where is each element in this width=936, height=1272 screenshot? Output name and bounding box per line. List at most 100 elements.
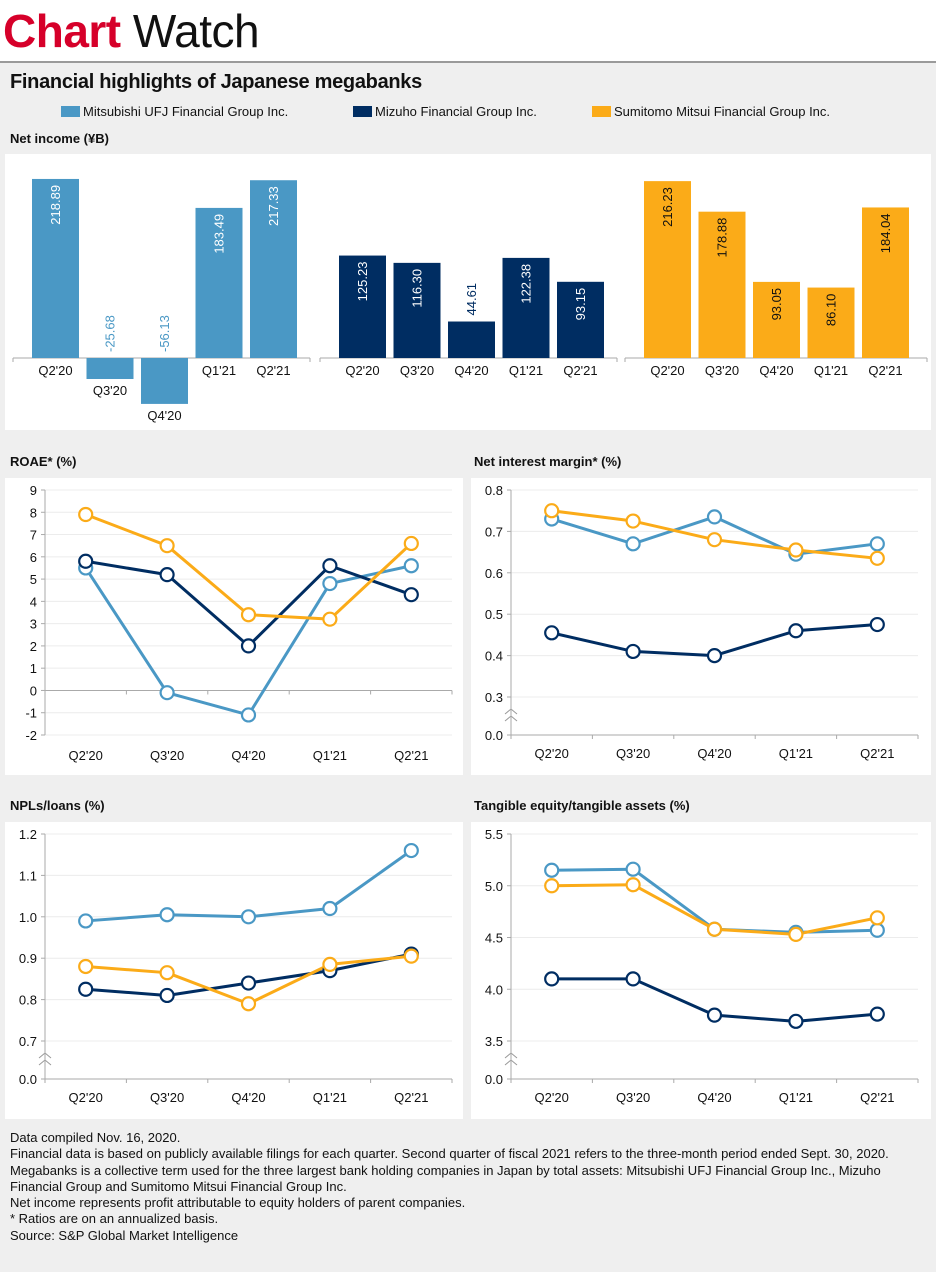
point-mufg — [159, 685, 175, 701]
nim-panel: 0.0 0.3 0.4 0.5 0.6 0.7 0.8 Q2'20 Q3'20 Q4'20 Q1'2… — [471, 478, 931, 775]
point-mufg — [403, 558, 419, 574]
y-tick-label: 5.5 — [485, 827, 503, 842]
y-tick-label: 4.5 — [485, 931, 503, 946]
point-smfg — [544, 503, 560, 519]
series-line-mizuho — [85, 559, 412, 648]
npl-panel: 0.0 0.7 0.8 0.9 1.0 1.1 1.2 Q2'20 Q3'20 Q4'20 Q1'2… — [5, 822, 463, 1119]
point-smfg — [706, 532, 723, 548]
series-line-smfg — [85, 513, 413, 621]
bar-category-label: Q2'21 — [868, 363, 902, 378]
y-tick-label: 2 — [30, 639, 37, 654]
x-tick-label: Q2'20 — [69, 748, 103, 763]
legend-label-mufg: Mitsubishi UFJ Financial Group Inc. — [83, 104, 289, 119]
bar-value-label: 183.49 — [212, 214, 227, 254]
x-tick-label: Q3'20 — [616, 1090, 650, 1105]
bar-category-label: Q3'20 — [93, 383, 127, 398]
bar-mizuho-3 — [502, 257, 550, 358]
y-tick-label: 3 — [30, 617, 37, 632]
point-mufg — [159, 907, 175, 923]
bar-smfg-1 — [698, 211, 746, 358]
tce-chart: 0.0 3.5 4.0 4.5 5.0 5.5 Q2'20 Q3'20 Q4'20 Q1'21 Q2… — [485, 827, 919, 1105]
note-source: Source: S&P Global Market Intelligence — [10, 1227, 239, 1243]
y-tick-label: 7 — [30, 528, 37, 543]
x-tick-label: Q3'20 — [616, 746, 650, 761]
point-smfg — [869, 910, 885, 926]
y-tick-label: 6 — [30, 550, 37, 565]
bar-value-label: 44.61 — [464, 283, 479, 316]
bar-category-label: Q1'21 — [509, 363, 543, 378]
bar-value-label: 116.30 — [410, 269, 425, 308]
bar-mufg-0 — [32, 178, 79, 358]
x-tick-label: Q1'21 — [779, 746, 813, 761]
bar-smfg-2 — [753, 281, 800, 358]
y-tick-label: 4 — [30, 594, 37, 609]
bar-category-label: Q2'20 — [650, 363, 684, 378]
note-annualized: * Ratios are on an annualized basis. — [10, 1211, 219, 1227]
y-tick-label: 0.6 — [485, 566, 503, 581]
y-tick-label: 1.2 — [19, 827, 37, 842]
point-mizuho — [706, 1007, 723, 1023]
legend-label-smfg: Sumitomo Mitsui Financial Group Inc. — [614, 104, 831, 119]
point-mufg — [869, 922, 885, 938]
point-smfg — [159, 965, 175, 981]
note-compiled: Data compiled Nov. 16, 2020. — [10, 1130, 181, 1145]
bar-category-label: Q2'20 — [38, 363, 72, 378]
legend-swatch-mufg — [61, 106, 80, 117]
point-smfg — [625, 513, 641, 529]
page-title: Financial highlights of Japanese megaban… — [10, 71, 422, 93]
point-mufg — [869, 536, 885, 552]
point-smfg — [159, 538, 175, 554]
y-tick-label: 0.8 — [485, 483, 503, 498]
npl-title: NPLs/loans (%) — [10, 798, 105, 813]
point-smfg — [78, 506, 94, 523]
point-smfg — [240, 996, 257, 1012]
bar-value-label: 178.88 — [715, 218, 730, 258]
point-mufg — [403, 842, 419, 859]
roae-chart: -2 -1 0 1 2 3 4 5 6 7 8 9 Q2'20 Q3'20 Q4'20 Q1'21 Q2'21 — [25, 483, 453, 763]
point-mufg — [706, 509, 723, 525]
bar-mizuho-2 — [448, 321, 495, 358]
y-tick-label: 0.0 — [485, 1072, 503, 1087]
legend-label-mizuho: Mizuho Financial Group Inc. — [375, 104, 537, 119]
point-smfg — [240, 607, 257, 623]
y-tick-label: -2 — [25, 728, 37, 743]
net-income-chart: 218.89 Q2'20 -25.68 Q3'20 -56.13 Q4'20 183.49 Q… — [12, 178, 928, 423]
point-mizuho — [788, 623, 804, 639]
y-tick-label: 1.1 — [19, 868, 37, 883]
bar-mizuho-0 — [339, 255, 386, 358]
bar-smfg-0 — [644, 181, 691, 358]
bar-category-label: Q4'20 — [147, 408, 181, 423]
point-mufg — [544, 862, 560, 878]
y-tick-label: 0.4 — [485, 649, 503, 664]
point-smfg — [544, 878, 560, 894]
bar-mufg-2 — [141, 358, 188, 404]
bar-category-label: Q1'21 — [814, 363, 848, 378]
bar-mufg-3 — [195, 207, 243, 358]
y-tick-label: 1 — [30, 661, 37, 676]
bar-value-label: -25.68 — [103, 315, 118, 352]
x-tick-label: Q2'20 — [69, 1090, 103, 1105]
x-tick-label: Q3'20 — [150, 1090, 184, 1105]
bar-value-label: 93.05 — [769, 288, 784, 321]
brand-watch: Watch — [132, 5, 260, 57]
point-mizuho — [403, 587, 419, 603]
x-tick-label: Q2'21 — [860, 1090, 894, 1105]
bar-category-label: Q1'21 — [202, 363, 236, 378]
bar-category-label: Q2'21 — [563, 363, 597, 378]
point-mizuho — [788, 1013, 804, 1029]
legend-item-smfg: Sumitomo Mitsui Financial Group Inc. — [592, 104, 830, 119]
bar-value-label: -56.13 — [157, 315, 172, 352]
point-smfg — [403, 948, 419, 964]
bar-value-label: 122.38 — [519, 264, 534, 304]
bar-value-label: 125.23 — [355, 262, 370, 302]
y-tick-label: 4.0 — [485, 982, 503, 997]
x-tick-label: Q1'21 — [779, 1090, 813, 1105]
note-megabanks: Megabanks is a collective term used for … — [10, 1162, 881, 1194]
legend-swatch-smfg — [592, 106, 611, 117]
point-mizuho — [869, 616, 885, 633]
y-tick-label: 0.8 — [19, 993, 37, 1008]
x-tick-label: Q4'20 — [231, 748, 265, 763]
y-tick-label: -1 — [25, 706, 37, 721]
x-tick-label: Q2'21 — [860, 746, 894, 761]
y-tick-label: 0.0 — [485, 728, 503, 743]
